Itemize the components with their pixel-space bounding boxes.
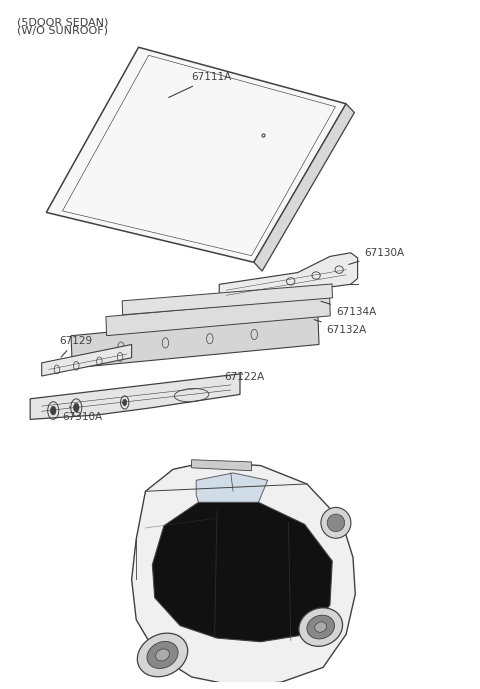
Text: 67134A: 67134A [321,301,376,317]
Text: 67111A: 67111A [169,72,232,97]
Polygon shape [219,253,358,303]
Text: (5DOOR SEDAN): (5DOOR SEDAN) [16,17,108,27]
Ellipse shape [156,649,169,661]
Circle shape [122,399,127,406]
Polygon shape [42,344,132,376]
Polygon shape [46,48,346,263]
Ellipse shape [307,615,335,639]
Polygon shape [132,462,355,686]
Ellipse shape [147,641,178,668]
Ellipse shape [299,608,343,646]
Text: (W/O SUNROOF): (W/O SUNROOF) [16,25,108,36]
Ellipse shape [321,507,351,538]
Polygon shape [122,284,333,315]
Polygon shape [192,460,252,471]
Text: 67132A: 67132A [314,320,367,335]
Polygon shape [196,473,268,502]
Text: 67129: 67129 [59,336,92,357]
Polygon shape [152,502,332,641]
Ellipse shape [137,633,188,677]
Polygon shape [30,374,240,420]
Ellipse shape [327,514,345,532]
Ellipse shape [315,622,327,633]
Polygon shape [106,297,330,336]
Polygon shape [254,104,354,271]
Text: 67130A: 67130A [349,249,405,265]
Circle shape [73,403,79,412]
Polygon shape [71,312,319,368]
Text: 67310A: 67310A [62,407,103,422]
Circle shape [50,406,56,415]
Text: 67122A: 67122A [224,372,264,382]
